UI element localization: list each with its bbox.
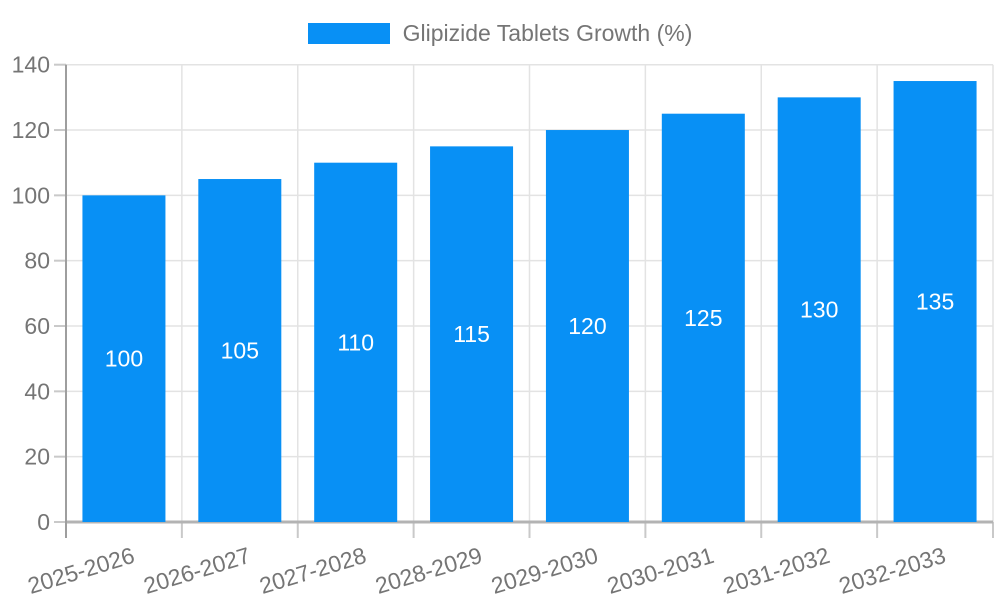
bar-2029-2030[interactable] [545, 130, 629, 522]
y-axis-label-120: 120 [12, 117, 50, 143]
legend[interactable]: Glipizide Tablets Growth (%) [0, 20, 1000, 47]
x-axis-label-2026-2027: 2026-2027 [140, 542, 253, 599]
y-axis-label-140: 140 [12, 52, 50, 78]
bar-value-label: 105 [221, 338, 259, 364]
bar-2031-2032[interactable] [777, 97, 861, 522]
y-axis-label-100: 100 [12, 182, 50, 208]
x-axis-label-2025-2026: 2025-2026 [25, 542, 138, 599]
bar-value-label: 100 [105, 346, 143, 372]
bar-value-label: 110 [337, 329, 374, 355]
bar-value-label: 135 [916, 289, 954, 315]
y-axis-label-20: 20 [24, 444, 50, 470]
x-axis-label-2032-2033: 2032-2033 [836, 542, 949, 599]
y-axis-label-40: 40 [24, 378, 50, 404]
bar-2027-2028[interactable] [314, 162, 398, 522]
bars: 100 105 110 115 120 125 130 135 [82, 81, 977, 523]
bar-2025-2026[interactable] [82, 195, 166, 522]
bar-value-label: 120 [568, 313, 606, 339]
bar-2028-2029[interactable] [430, 146, 514, 522]
y-axis-label-60: 60 [24, 313, 50, 339]
bar-value-label: 125 [684, 305, 722, 331]
x-axis-label-2031-2032: 2031-2032 [720, 542, 833, 599]
x-axis-label-2028-2029: 2028-2029 [372, 542, 485, 599]
legend-label: Glipizide Tablets Growth (%) [402, 20, 693, 46]
x-axis-label-2029-2030: 2029-2030 [488, 542, 601, 599]
legend-swatch [307, 23, 390, 44]
y-axis-label-80: 80 [24, 248, 50, 274]
y-axis-label-0: 0 [37, 509, 50, 535]
bar-2026-2027[interactable] [198, 179, 282, 522]
bar-2030-2031[interactable] [661, 113, 745, 523]
x-axis-label-2030-2031: 2030-2031 [604, 542, 717, 599]
bar-value-label: 130 [800, 297, 838, 323]
bar-2032-2033[interactable] [893, 81, 977, 523]
x-axis-label-2027-2028: 2027-2028 [256, 542, 369, 599]
bar-value-label: 115 [453, 321, 490, 347]
